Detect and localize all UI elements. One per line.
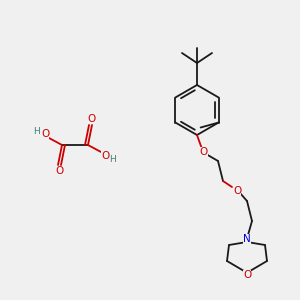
- Text: O: O: [87, 114, 95, 124]
- Text: O: O: [41, 129, 49, 139]
- Text: H: H: [34, 127, 40, 136]
- Text: O: O: [243, 270, 251, 280]
- Text: O: O: [101, 151, 109, 161]
- Text: N: N: [243, 234, 251, 244]
- Text: O: O: [200, 147, 208, 157]
- Text: H: H: [110, 154, 116, 164]
- Text: O: O: [233, 186, 241, 196]
- Text: O: O: [55, 166, 63, 176]
